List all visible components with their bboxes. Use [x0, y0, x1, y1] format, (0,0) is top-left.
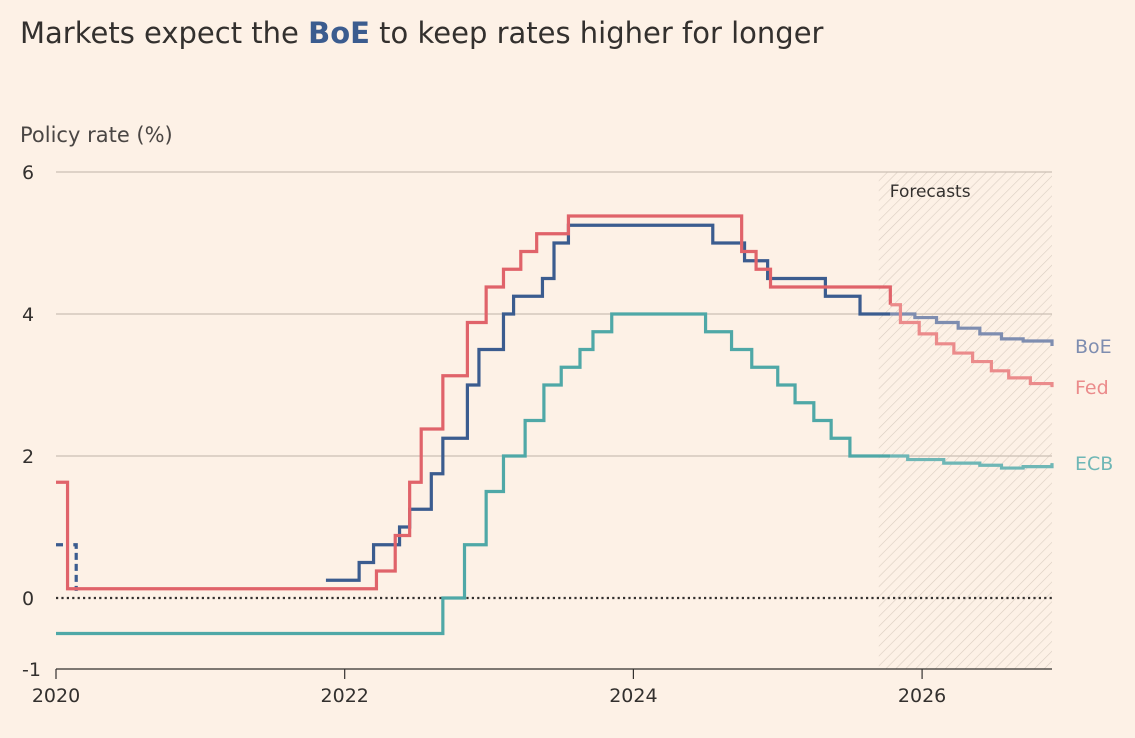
x-tick-label: 2026 [898, 685, 946, 707]
boe-early-segment [73, 543, 78, 591]
ecb-line [56, 312, 891, 636]
legend-fed: Fed [1075, 377, 1109, 399]
boe-forecast-line [890, 312, 1054, 346]
y-tick-label: 4 [22, 304, 34, 326]
x-tick-label: 2022 [321, 685, 369, 707]
forecast-label: Forecasts [890, 182, 971, 202]
title-suffix: to keep rates higher for longer [370, 16, 824, 50]
forecast-region [878, 172, 1052, 669]
fed-forecast-line [890, 303, 1054, 388]
legend-ecb: ECB [1075, 453, 1113, 475]
title-highlight-boe: BoE [308, 16, 370, 50]
y-tick-label: 6 [22, 162, 34, 184]
title-prefix: Markets expect the [20, 16, 308, 50]
chart-title: Markets expect the BoE to keep rates hig… [20, 16, 824, 50]
fed-line [56, 214, 892, 591]
legend-boe: BoE [1075, 336, 1112, 358]
y-axis-label: Policy rate (%) [20, 123, 173, 147]
x-tick-label: 2020 [32, 685, 80, 707]
x-tick-label: 2024 [609, 685, 657, 707]
y-tick-label: 2 [22, 446, 34, 468]
ecb-forecast-line [890, 454, 1054, 470]
y-tick-label: -1 [22, 659, 41, 681]
y-tick-label: 0 [22, 588, 34, 610]
